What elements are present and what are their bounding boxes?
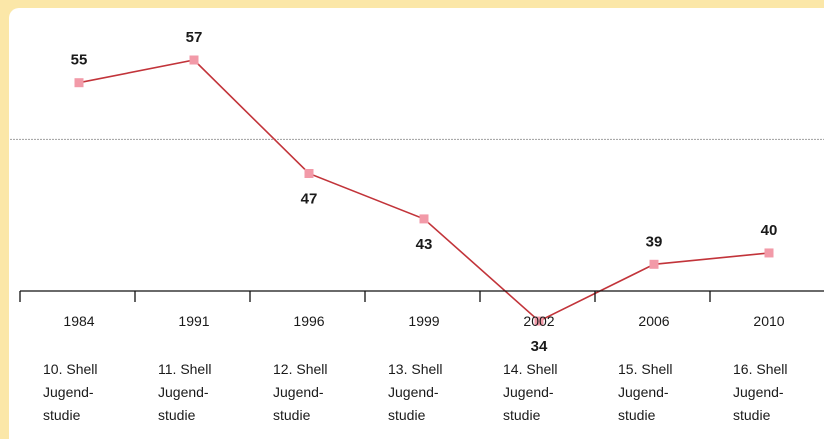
data-label: 55 (71, 52, 88, 69)
data-label: 57 (186, 29, 203, 46)
category-sub-label: Jugend- (273, 384, 324, 400)
data-label: 47 (301, 191, 318, 208)
category-sub-label: 11. Shell (158, 361, 211, 377)
data-point (649, 259, 659, 269)
category-sub-label: Jugend- (733, 384, 784, 400)
x-tick-label: 2002 (523, 313, 554, 329)
data-point (189, 55, 199, 65)
category-sub-label: studie (618, 407, 656, 423)
data-label: 40 (761, 222, 778, 239)
x-tick-label: 2010 (753, 313, 784, 329)
category-sub-label: 12. Shell (273, 361, 327, 377)
x-tick-label: 1991 (178, 313, 209, 329)
category-sub-label: 15. Shell (618, 361, 672, 377)
category-sub-label: 16. Shell (733, 361, 787, 377)
category-sub-label: studie (503, 407, 541, 423)
category-sub-label: Jugend- (503, 384, 554, 400)
category-sub-label: Jugend- (618, 384, 669, 400)
category-sub-label: studie (388, 407, 426, 423)
category-sub-label: studie (158, 407, 196, 423)
data-label: 34 (531, 338, 548, 355)
x-tick-label: 1984 (63, 313, 94, 329)
x-tick-label: 1996 (293, 313, 324, 329)
data-label: 39 (646, 233, 663, 250)
x-tick-label: 2006 (638, 313, 669, 329)
data-point (74, 78, 84, 88)
chart-panel (9, 8, 824, 439)
series-line (78, 59, 770, 323)
x-tick-label: 1999 (408, 313, 439, 329)
data-point (304, 169, 314, 178)
category-sub-label: studie (273, 407, 311, 423)
category-sub-label: studie (733, 407, 771, 423)
category-sub-label: Jugend- (43, 384, 94, 400)
data-point (534, 316, 544, 326)
data-label: 43 (416, 236, 433, 253)
category-sub-label: Jugend- (158, 384, 209, 400)
category-sub-label: studie (43, 407, 81, 423)
category-sub-label: 10. Shell (43, 361, 97, 377)
data-point (419, 214, 429, 224)
category-sub-label: 13. Shell (388, 361, 442, 377)
category-sub-label: Jugend- (388, 384, 439, 400)
data-point (764, 248, 774, 258)
category-sub-label: 14. Shell (503, 361, 557, 377)
